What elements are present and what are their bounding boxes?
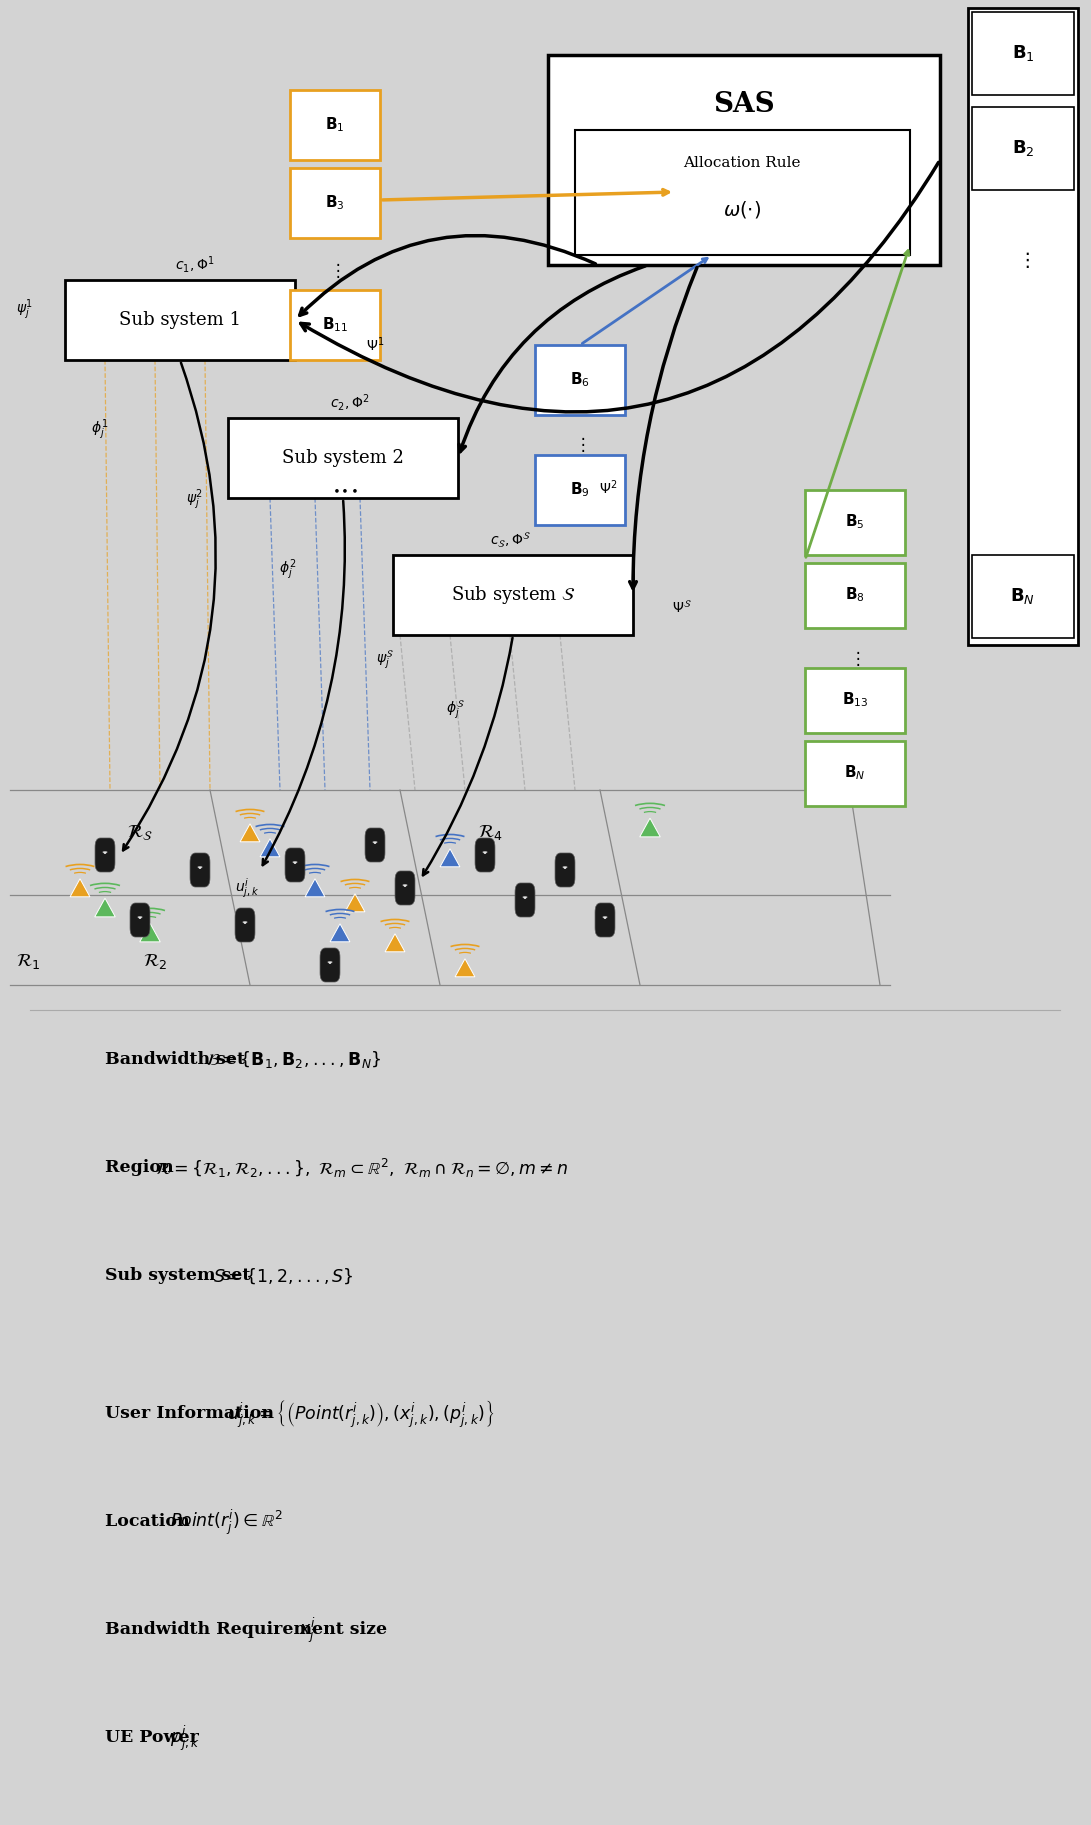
FancyBboxPatch shape [535, 345, 625, 414]
Polygon shape [455, 958, 475, 976]
FancyBboxPatch shape [805, 489, 906, 555]
Text: $\mathcal{R}_{\mathcal{S}}$: $\mathcal{R}_{\mathcal{S}}$ [127, 823, 153, 843]
FancyBboxPatch shape [968, 7, 1078, 644]
Polygon shape [639, 818, 660, 838]
Text: $\vdots$: $\vdots$ [329, 261, 340, 279]
FancyBboxPatch shape [805, 741, 906, 807]
Text: $Point(r^i_j) \in \mathbb{R}^2$: $Point(r^i_j) \in \mathbb{R}^2$ [170, 1507, 283, 1537]
FancyBboxPatch shape [228, 418, 458, 498]
FancyBboxPatch shape [320, 947, 340, 982]
Text: $\omega(\cdot)$: $\omega(\cdot)$ [723, 199, 762, 221]
Text: $\mathbf{B}_1$: $\mathbf{B}_1$ [325, 115, 345, 135]
Text: $\Psi^2$: $\Psi^2$ [599, 478, 618, 496]
Text: $\vdots$: $\vdots$ [575, 436, 586, 454]
Text: $\mathcal{R}_4$: $\mathcal{R}_4$ [478, 823, 503, 843]
Text: UE Power: UE Power [105, 1730, 205, 1747]
Text: $\mathbf{B}_6$: $\mathbf{B}_6$ [570, 370, 590, 389]
Text: $\mathcal{R} = \{\mathcal{R}_1, \mathcal{R}_2, ...\},\ \mathcal{R}_m \subset \ma: $\mathcal{R} = \{\mathcal{R}_1, \mathcal… [155, 1157, 570, 1179]
Text: $\vdots$: $\vdots$ [850, 648, 861, 668]
Text: $\mathbf{B}_8$: $\mathbf{B}_8$ [846, 586, 865, 604]
Polygon shape [440, 849, 460, 867]
FancyBboxPatch shape [95, 838, 115, 872]
Text: $\mathbf{B}_{11}$: $\mathbf{B}_{11}$ [322, 316, 348, 334]
Text: SAS: SAS [714, 91, 775, 119]
Text: $\vdots$: $\vdots$ [1017, 250, 1030, 270]
Text: $\mathbf{B}_1$: $\mathbf{B}_1$ [1011, 44, 1034, 64]
Text: $\psi^{\mathcal{S}}_j$: $\psi^{\mathcal{S}}_j$ [375, 648, 394, 672]
Text: $\mathcal{B} = \{\mathbf{B}_1, \mathbf{B}_2, ..., \mathbf{B}_N\}$: $\mathcal{B} = \{\mathbf{B}_1, \mathbf{B… [206, 1049, 382, 1071]
Text: $\phi^{\mathcal{S}}_j$: $\phi^{\mathcal{S}}_j$ [445, 699, 465, 721]
FancyBboxPatch shape [395, 871, 415, 905]
Polygon shape [385, 934, 405, 953]
Polygon shape [305, 880, 325, 896]
FancyBboxPatch shape [595, 903, 615, 936]
FancyBboxPatch shape [805, 562, 906, 628]
Text: $\psi^2_j$: $\psi^2_j$ [187, 487, 204, 513]
Text: $\mathcal{R}_2$: $\mathcal{R}_2$ [143, 953, 167, 971]
Text: Sub system 1: Sub system 1 [119, 310, 241, 328]
Text: $c_1, \Phi^1$: $c_1, \Phi^1$ [175, 254, 215, 276]
FancyBboxPatch shape [290, 168, 380, 237]
Text: $\mathbf{B}_{13}$: $\mathbf{B}_{13}$ [842, 690, 868, 710]
Text: $\mathbf{B}_2$: $\mathbf{B}_2$ [1011, 139, 1034, 159]
FancyBboxPatch shape [805, 668, 906, 734]
Text: $\mathbf{B}_9$: $\mathbf{B}_9$ [571, 480, 590, 500]
FancyBboxPatch shape [972, 13, 1074, 95]
FancyBboxPatch shape [235, 909, 255, 942]
Polygon shape [240, 823, 260, 841]
Text: $\mathbf{B}_3$: $\mathbf{B}_3$ [325, 193, 345, 212]
Text: $c_2, \Phi^2$: $c_2, \Phi^2$ [329, 392, 370, 414]
FancyBboxPatch shape [555, 852, 575, 887]
Text: Bandwidth set: Bandwidth set [105, 1051, 251, 1068]
FancyBboxPatch shape [65, 279, 295, 360]
Text: $\psi^1_j$: $\psi^1_j$ [16, 297, 34, 323]
Text: Bandwidth Requirement size: Bandwidth Requirement size [105, 1621, 393, 1639]
Text: $\mathbf{B}_N$: $\mathbf{B}_N$ [844, 763, 866, 783]
Polygon shape [345, 894, 364, 912]
FancyBboxPatch shape [535, 454, 625, 526]
Polygon shape [95, 898, 116, 916]
FancyBboxPatch shape [515, 883, 535, 916]
Text: $\phi^1_j$: $\phi^1_j$ [92, 418, 109, 442]
Polygon shape [331, 923, 350, 942]
FancyBboxPatch shape [365, 829, 385, 861]
Text: Location: Location [105, 1513, 195, 1531]
Text: $\phi^2_j$: $\phi^2_j$ [279, 558, 297, 582]
FancyBboxPatch shape [548, 55, 940, 265]
FancyBboxPatch shape [475, 838, 495, 872]
Polygon shape [70, 880, 89, 896]
Text: $\bullet\!\bullet\!\bullet$: $\bullet\!\bullet\!\bullet$ [332, 484, 358, 496]
Text: $x^i_j$: $x^i_j$ [299, 1615, 316, 1644]
Text: $u^i_{j,k}$: $u^i_{j,k}$ [235, 876, 260, 900]
Text: $\mathbf{B}_N$: $\mathbf{B}_N$ [1010, 586, 1035, 606]
Text: $u^i_{j,k} = \left\{\left(Point(r^i_{j,k})\right), (x^i_{j,k}),(p^i_{j,k})\right: $u^i_{j,k} = \left\{\left(Point(r^i_{j,k… [227, 1398, 495, 1429]
FancyBboxPatch shape [130, 903, 149, 936]
FancyBboxPatch shape [575, 130, 910, 256]
FancyBboxPatch shape [190, 852, 209, 887]
Text: Region: Region [105, 1159, 180, 1177]
Polygon shape [260, 840, 280, 856]
Text: $\mathcal{R}_1$: $\mathcal{R}_1$ [15, 953, 40, 971]
FancyBboxPatch shape [972, 108, 1074, 190]
FancyBboxPatch shape [290, 290, 380, 360]
Text: $p^i_{j,k}$: $p^i_{j,k}$ [170, 1723, 200, 1752]
Polygon shape [140, 923, 160, 942]
FancyBboxPatch shape [290, 89, 380, 161]
Text: User Information: User Information [105, 1405, 280, 1422]
Text: Sub system $\mathcal{S}$: Sub system $\mathcal{S}$ [451, 584, 575, 606]
Text: $c_{\mathcal{S}}, \Phi^{\mathcal{S}}$: $c_{\mathcal{S}}, \Phi^{\mathcal{S}}$ [490, 531, 531, 549]
Text: Sub system set: Sub system set [105, 1268, 256, 1285]
Text: Allocation Rule: Allocation Rule [683, 155, 801, 170]
Text: $\mathbf{B}_5$: $\mathbf{B}_5$ [846, 513, 865, 531]
FancyBboxPatch shape [972, 555, 1074, 639]
Text: $S = \{1, 2, ..., S\}$: $S = \{1, 2, ..., S\}$ [213, 1267, 353, 1287]
FancyBboxPatch shape [393, 555, 633, 635]
Text: $\Psi^{\mathcal{S}}$: $\Psi^{\mathcal{S}}$ [672, 600, 692, 617]
Text: $\Psi^1$: $\Psi^1$ [365, 336, 384, 354]
Text: Sub system 2: Sub system 2 [283, 449, 404, 467]
FancyBboxPatch shape [285, 849, 305, 881]
